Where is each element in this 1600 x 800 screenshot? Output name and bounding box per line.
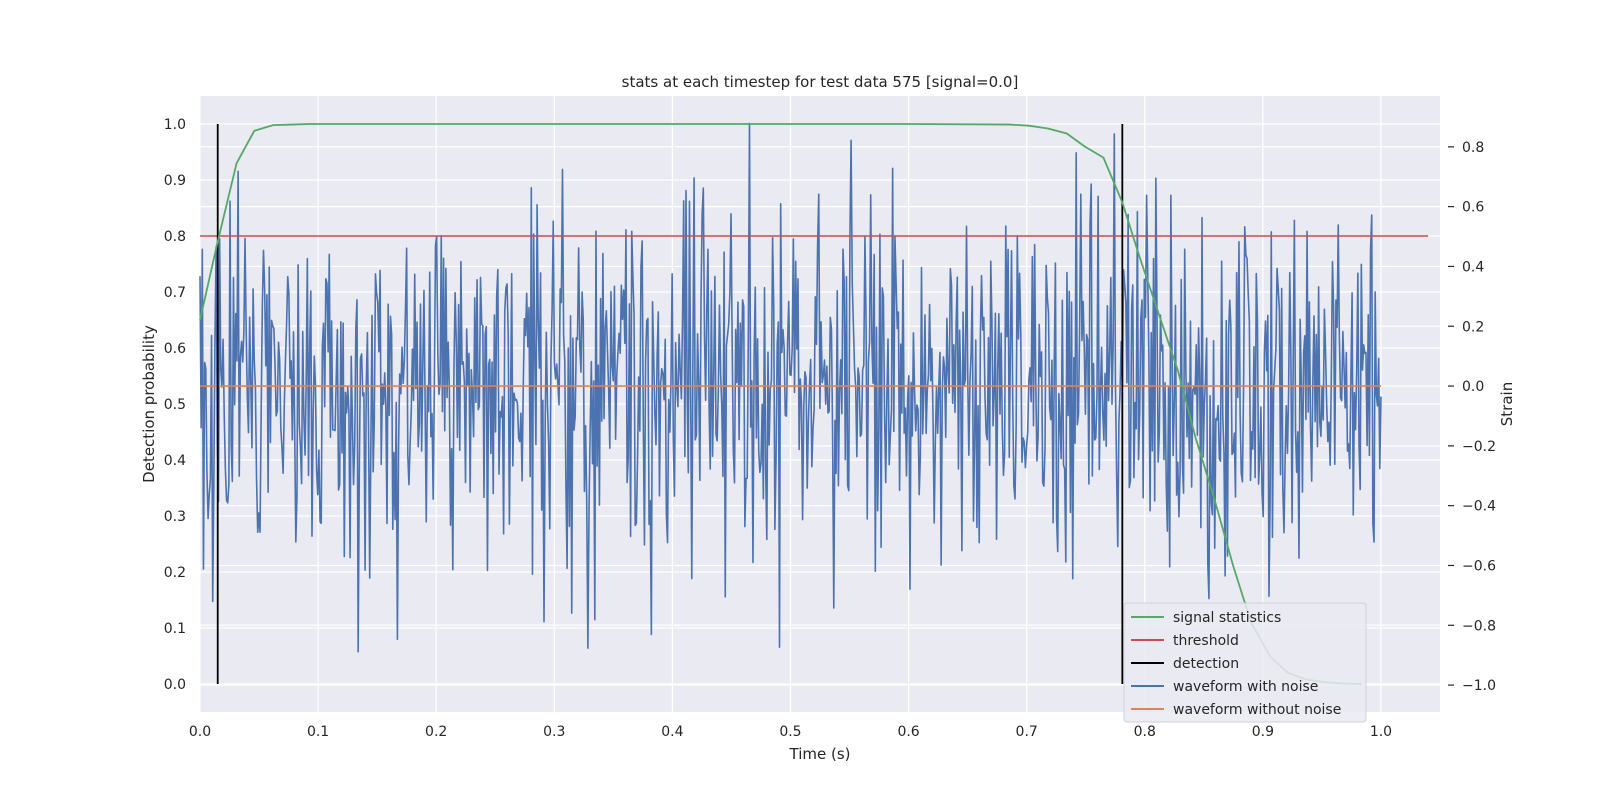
x-tick-label-5: 0.5 — [779, 724, 801, 740]
y-right-axis-label: Strain — [1498, 382, 1516, 426]
line-waveform-with-noise — [199, 122, 1382, 653]
y-left-tick-label-3: 0.3 — [164, 509, 186, 525]
y-left-tick-label-10: 1.0 — [164, 117, 186, 133]
legend-label-waveform-with-noise: waveform with noise — [1173, 679, 1318, 695]
y-right-tick-label-9: 0.8 — [1462, 140, 1484, 156]
x-tick-label-6: 0.6 — [897, 724, 919, 740]
x-tick-label-7: 0.7 — [1016, 724, 1038, 740]
legend-label-waveform-without-noise: waveform without noise — [1173, 702, 1341, 718]
x-tick-label-2: 0.2 — [425, 724, 447, 740]
y-left-tick-label-5: 0.5 — [164, 397, 186, 413]
y-right-tick-label-3: −0.4 — [1462, 499, 1496, 515]
y-left-axis-ticks: 0.0 0.1 0.2 0.3 0.4 0.5 0.6 0.7 0.8 0.9 1.0 — [164, 117, 186, 693]
x-axis-label: Time (s) — [789, 745, 851, 763]
x-tick-label-1: 0.1 — [307, 724, 329, 740]
x-tick-label-4: 0.4 — [661, 724, 683, 740]
y-right-tick-label-8: 0.6 — [1462, 200, 1484, 216]
y-right-tick-label-7: 0.4 — [1462, 259, 1484, 275]
y-left-axis-label: Detection probability — [140, 325, 158, 483]
x-tick-label-0: 0.0 — [189, 724, 211, 740]
y-right-tick-label-6: 0.2 — [1462, 319, 1484, 335]
y-left-tick-label-9: 0.9 — [164, 173, 186, 189]
legend-box — [1123, 602, 1367, 723]
legend-label-detection: detection — [1173, 656, 1239, 672]
x-axis-ticks: 0.0 0.1 0.2 0.3 0.4 0.5 0.6 0.7 0.8 0.9 1.0 — [189, 724, 1392, 740]
chart-title: stats at each timestep for test data 575… — [622, 73, 1019, 91]
y-left-tick-label-1: 0.1 — [164, 621, 186, 637]
y-right-tick-label-4: −0.2 — [1462, 439, 1496, 455]
y-left-tick-label-2: 0.2 — [164, 565, 186, 581]
y-left-tick-label-0: 0.0 — [164, 677, 186, 693]
y-right-tick-label-1: −0.8 — [1462, 618, 1496, 634]
y-right-axis-ticks: −1.0 −0.8 −0.6 −0.4 −0.2 0.0 0.2 0.4 0.6 0.8 — [1448, 140, 1496, 694]
x-tick-label-3: 0.3 — [543, 724, 565, 740]
y-right-tick-label-0: −1.0 — [1462, 678, 1496, 694]
x-tick-label-8: 0.8 — [1134, 724, 1156, 740]
x-tick-label-9: 0.9 — [1252, 724, 1274, 740]
legend-label-signal-statistics: signal statistics — [1173, 610, 1281, 626]
y-right-tick-label-5: 0.0 — [1462, 379, 1484, 395]
legend-label-threshold: threshold — [1173, 633, 1239, 649]
y-right-tick-label-2: −0.6 — [1462, 558, 1496, 574]
y-left-tick-label-8: 0.8 — [164, 229, 186, 245]
legend: signal statistics threshold detection wa… — [1123, 602, 1367, 723]
x-tick-label-10: 1.0 — [1370, 724, 1392, 740]
y-left-tick-label-6: 0.6 — [164, 341, 186, 357]
y-left-tick-label-4: 0.4 — [164, 453, 186, 469]
series-detection — [216, 124, 1124, 684]
y-left-tick-label-7: 0.7 — [164, 285, 186, 301]
series-waveform-with-noise — [199, 122, 1382, 653]
